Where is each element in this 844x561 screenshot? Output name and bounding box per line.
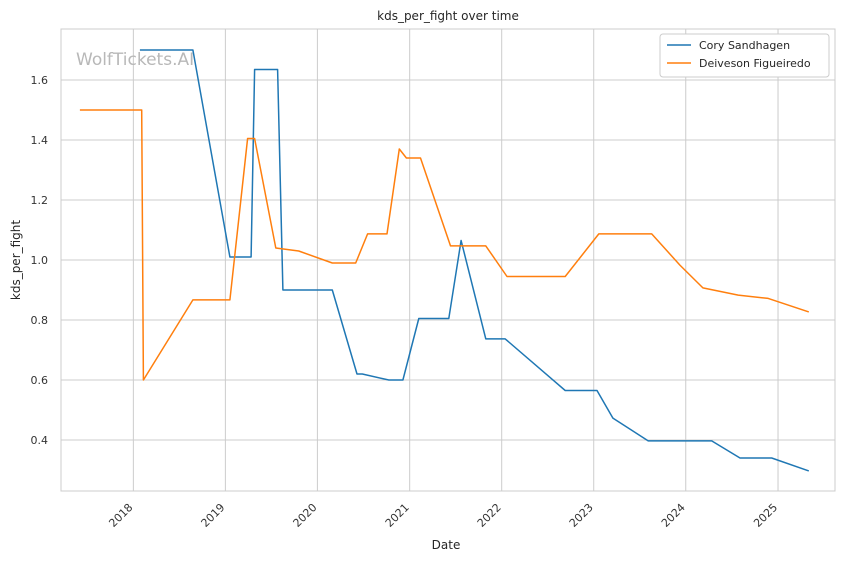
legend: Cory Sandhagen Deiveson Figueiredo xyxy=(659,33,830,78)
plot-area-frame xyxy=(60,28,836,492)
legend-box xyxy=(659,33,830,78)
y-tick-label: 1.2 xyxy=(31,194,49,207)
y-tick-label: 1.4 xyxy=(31,134,49,147)
y-tick-label: 0.6 xyxy=(31,374,49,387)
legend-label-deiveson-figueiredo: Deiveson Figueiredo xyxy=(699,57,811,70)
series-layer xyxy=(79,49,810,472)
watermark-text: WolfTickets.AI xyxy=(76,50,194,70)
series-line-cory-sandhagen xyxy=(139,49,810,472)
y-tick-label: 0.4 xyxy=(31,434,49,447)
y-tick-label: 1.6 xyxy=(31,74,49,87)
y-axis-title: kds_per_fight xyxy=(9,220,23,301)
y-tick-label: 0.8 xyxy=(31,314,49,327)
grid-lines xyxy=(61,29,835,491)
legend-label-cory-sandhagen: Cory Sandhagen xyxy=(699,39,790,52)
chart-title: kds_per_fight over time xyxy=(377,9,519,23)
y-tick-labels: 0.4 0.6 0.8 1.0 1.2 1.4 1.6 xyxy=(31,74,49,447)
x-axis-title: Date xyxy=(432,538,461,552)
y-tick-label: 1.0 xyxy=(31,254,49,267)
series-line-deiveson-figueiredo xyxy=(79,109,810,381)
